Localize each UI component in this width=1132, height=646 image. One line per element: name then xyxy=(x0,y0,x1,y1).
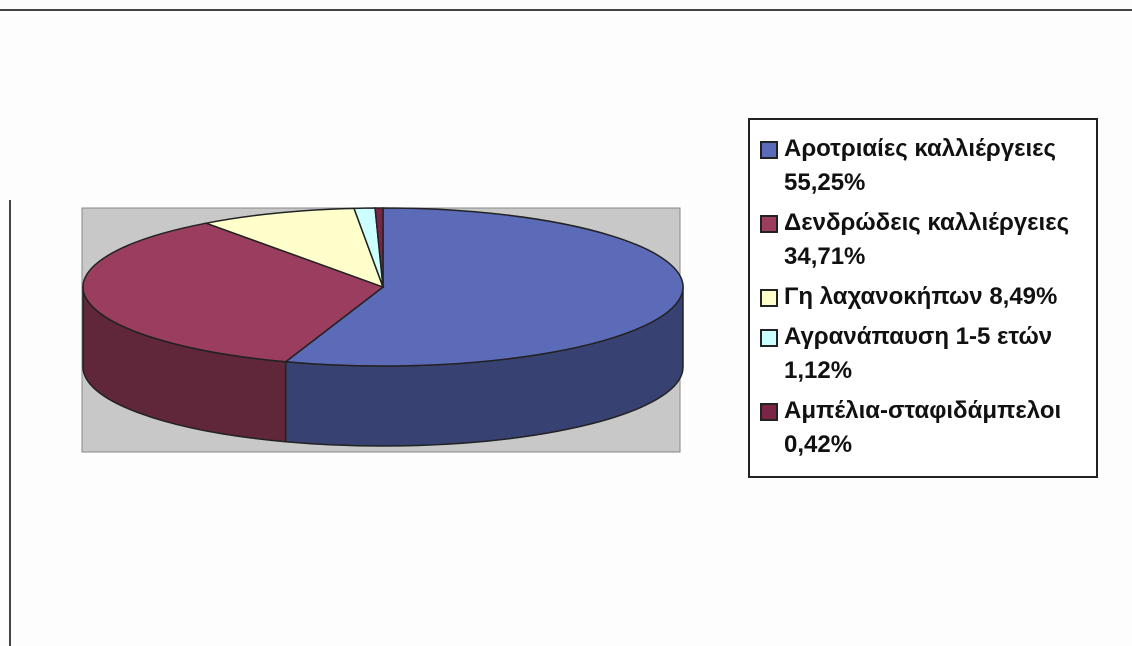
slice xyxy=(374,207,384,288)
slice xyxy=(203,207,385,289)
legend-entry: Δενδρώδεις καλλιέργειες 34,71% xyxy=(760,206,1090,274)
legend-entry: Γη λαχανοκήπων 8,49% xyxy=(760,280,1090,314)
legend-swatch xyxy=(760,289,778,307)
slice xyxy=(82,222,385,363)
legend-label: Αροτριαίες καλλιέργειες 55,25% xyxy=(784,135,1057,196)
legend: Αροτριαίες καλλιέργειες 55,25% Δενδρώδεις… xyxy=(748,118,1098,478)
legend-swatch xyxy=(760,329,778,347)
legend-label: Γη λαχανοκήπων 8,49% xyxy=(784,283,1058,310)
legend-label: Δενδρώδεις καλλιέργειες 34,71% xyxy=(784,209,1070,270)
slice xyxy=(283,207,684,367)
legend-label: Αμπέλια-σταφιδάμπελοι 0,42% xyxy=(784,397,1062,458)
legend-label: Αγρανάπαυση 1-5 ετών 1,12% xyxy=(784,323,1053,384)
legend-entry: Αροτριαίες καλλιέργειες 55,25% xyxy=(760,132,1090,200)
legend-entry: Αμπέλια-σταφιδάμπελοι 0,42% xyxy=(760,394,1090,462)
legend-entry: Αγρανάπαυση 1-5 ετών 1,12% xyxy=(760,320,1090,388)
legend-swatch xyxy=(760,141,778,159)
legend-swatch xyxy=(760,403,778,421)
legend-swatch xyxy=(760,215,778,233)
